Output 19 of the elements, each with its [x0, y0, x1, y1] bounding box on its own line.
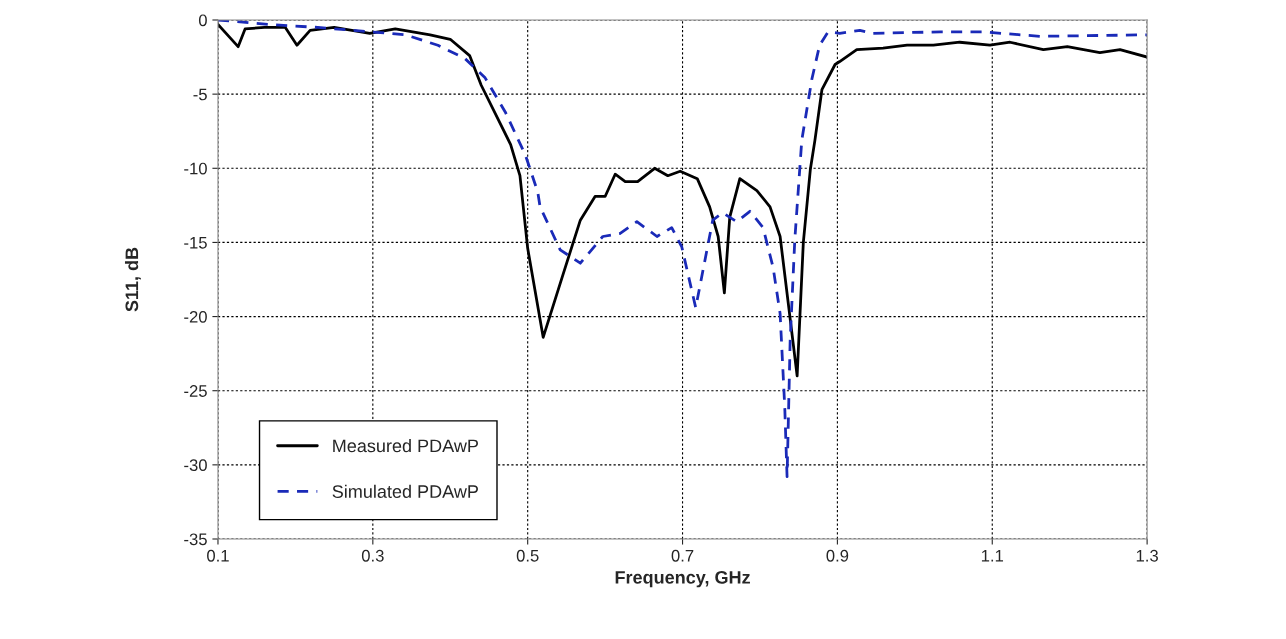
x-tick-label: 0.9: [826, 549, 849, 562]
x-tick-label: 0.5: [516, 549, 539, 562]
y-tick-label: 0: [198, 14, 207, 27]
x-tick-label: 0.7: [671, 549, 694, 562]
x-tick-label: 1.3: [1136, 549, 1158, 562]
y-tick-label: -30: [184, 459, 207, 472]
x-tick-label: 0.1: [207, 549, 229, 562]
y-tick-label: -25: [184, 385, 207, 397]
y-tick-label: -15: [184, 237, 207, 249]
y-tick-label: -35: [184, 533, 207, 546]
x-axis-title: Frequency, GHz: [615, 570, 750, 588]
y-axis-title: S11, dB: [124, 247, 141, 312]
legend-label: Measured PDAwP: [333, 438, 478, 453]
x-tick-label: 0.3: [361, 549, 384, 562]
y-tick-label: -20: [184, 310, 207, 323]
y-tick-label: -5: [193, 88, 207, 101]
y-tick-label: -10: [184, 162, 207, 175]
x-tick-label: 1.1: [981, 550, 1004, 562]
legend-label: Simulated PDAwP: [332, 484, 478, 498]
